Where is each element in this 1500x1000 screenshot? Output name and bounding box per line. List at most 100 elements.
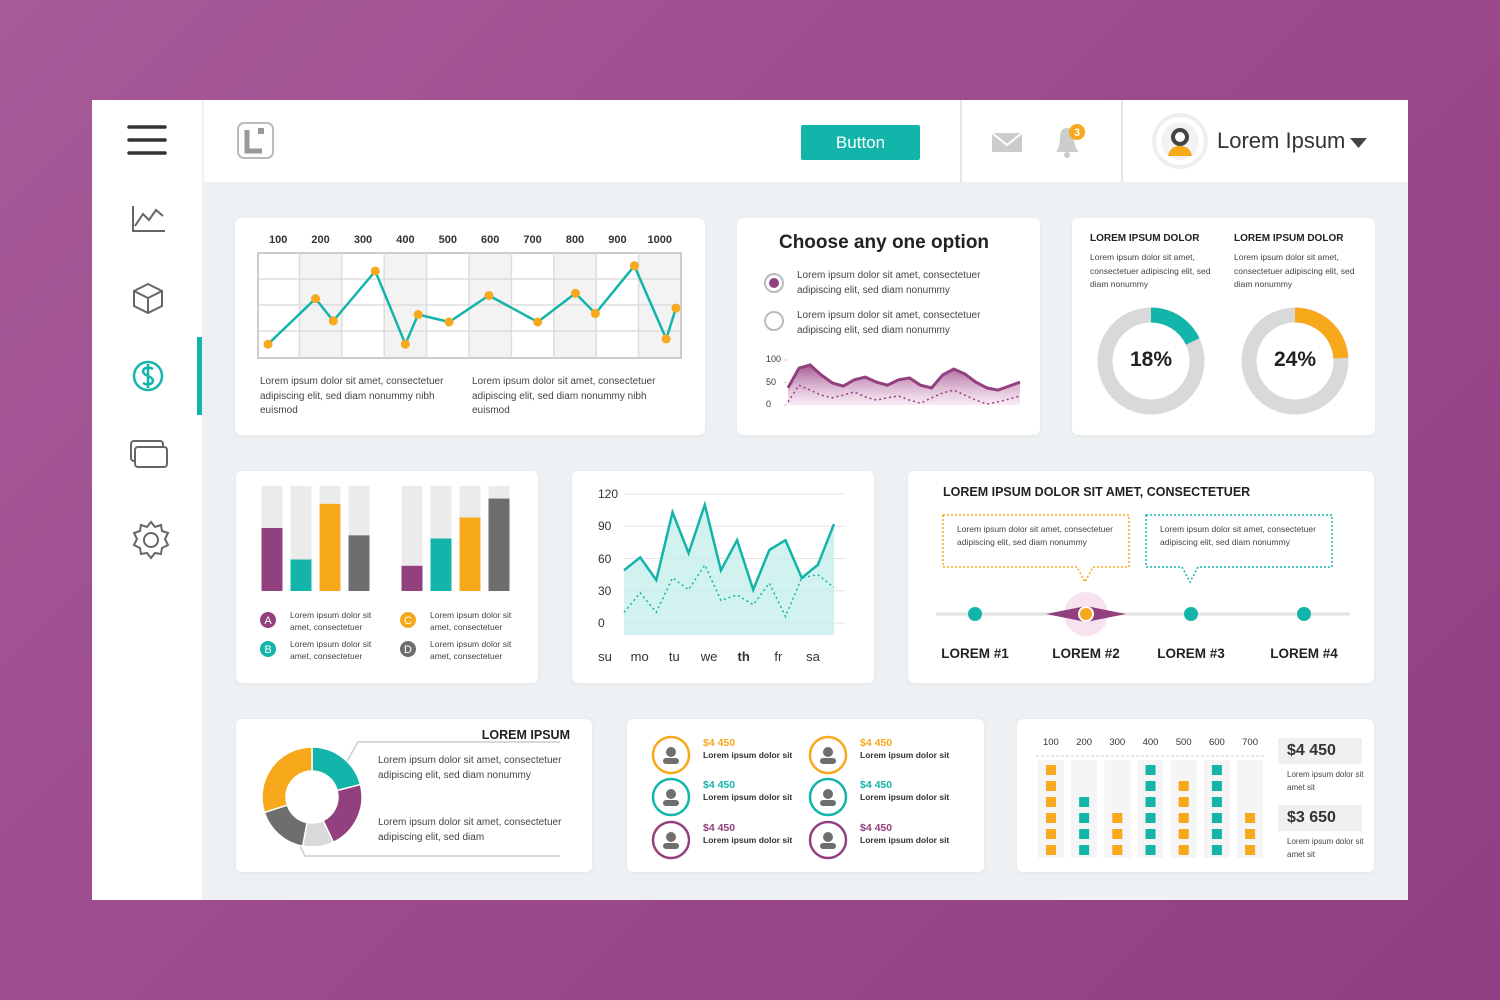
x-tick-label: tu [668,649,680,664]
column-strip [1203,760,1230,858]
step-dot[interactable] [1078,606,1094,622]
square [1211,781,1222,791]
card [236,719,592,872]
x-tick-label: 500 [438,234,457,246]
square-column [1145,765,1156,855]
radio-dot [769,278,779,288]
mail-icon[interactable] [991,132,1023,152]
column-strip [1037,760,1064,858]
donut-text: Lorem ipsum dolor sit amet, consectetuer… [1234,252,1355,289]
bar [290,559,312,591]
option-text: Lorem ipsum dolor sit amet, consectetuer… [797,310,981,336]
x-tick-label: 100 [269,234,288,246]
avatar[interactable] [1152,113,1208,169]
square [1145,765,1156,775]
card [908,471,1374,683]
button[interactable]: Button [801,125,920,160]
legend-badge [400,612,416,628]
bar-track [401,486,423,591]
pie-slice [263,804,309,847]
bar [348,535,370,591]
settings-icon[interactable] [132,520,170,560]
legend-badge [260,612,276,628]
donut-label: 24% [1273,348,1317,371]
point [263,339,273,349]
panel-title: LOREM IPSUM [481,728,570,742]
x-tick-label: su [598,649,612,664]
legend-letter: A [264,615,272,627]
square [1145,781,1156,791]
square-column [1178,781,1189,855]
square [1045,797,1056,807]
step-dot[interactable] [1184,607,1198,621]
square [1045,765,1056,775]
pie-text: Lorem ipsum dolor sit amet, consectetuer… [378,817,562,843]
radio[interactable] [764,311,784,331]
square [1145,845,1156,855]
line [623,500,836,594]
stat-text: Lorem ipsum dolor sit [860,750,950,760]
stat-text: Lorem ipsum dolor sit [860,792,950,802]
column-strip [1237,760,1264,858]
point [311,294,321,304]
area [788,364,1020,405]
note: Lorem ipsum dolor sit amet, consectetuer… [472,376,656,416]
icon-glyph [820,800,836,806]
sidebar [92,100,202,900]
stat-text: Lorem ipsum dolor sit [860,835,950,845]
cards-icon[interactable] [130,440,168,468]
callout [1145,514,1333,584]
icon-glyph [666,832,676,842]
icon-glyph [663,800,679,806]
cube-icon[interactable] [133,282,163,315]
option-text: Lorem ipsum dolor sit amet, consectetuer… [797,270,981,296]
square [1045,845,1056,855]
square [1211,813,1222,823]
card [236,471,538,683]
icon-glyph [823,789,833,799]
donut-heading: LOREM IPSUM DOLOR [1090,233,1200,244]
donut-label: 18% [1129,348,1173,371]
column-strip [1170,760,1197,858]
stat-text: Lorem ipsum dolor sit [703,835,793,845]
area [624,504,834,635]
x-tick-label: 600 [1208,737,1225,748]
menu-icon[interactable] [127,125,167,155]
donut-arc [1151,307,1200,345]
dropdown-caret[interactable] [1350,138,1367,148]
square-column [1045,765,1056,855]
square-column [1112,813,1123,855]
total-value: $4 450 [1287,742,1336,759]
square [1245,829,1256,839]
legend-text: Lorem ipsum dolor sit amet, consectetuer [290,639,372,661]
pie-text: Lorem ipsum dolor sit amet, consectetuer… [378,755,562,781]
panel-title: Choose any one option [778,232,990,253]
square [1045,829,1056,839]
icon-glyph [820,758,836,764]
chart-icon[interactable] [132,206,165,232]
icon-glyph [823,832,833,842]
step-label: LOREM #1 [941,646,1009,661]
square [1145,797,1156,807]
point [590,308,600,318]
panel-title: LOREM IPSUM DOLOR SIT AMET, CONSECTETUER [943,485,1251,499]
x-tick-label: 800 [565,234,585,246]
square [1178,845,1189,855]
icon-glyph [663,843,679,849]
x-tick-label: 200 [311,234,330,246]
y-tick-label: 0 [598,616,605,630]
x-tick-label: 200 [1076,737,1093,748]
total-text: Lorem ipsum dolor sit amet sit [1287,837,1364,859]
dollar-icon[interactable] [132,360,164,392]
step-label: LOREM #2 [1052,646,1120,661]
donut-arc [1295,307,1349,359]
line [267,263,678,348]
column-strip [1104,760,1131,858]
step-dot[interactable] [1297,607,1311,621]
point [570,288,580,298]
square [1211,845,1222,855]
step-label: LOREM #3 [1157,646,1225,661]
step-dot[interactable] [968,607,982,621]
stat-value: $4 450 [703,779,736,791]
